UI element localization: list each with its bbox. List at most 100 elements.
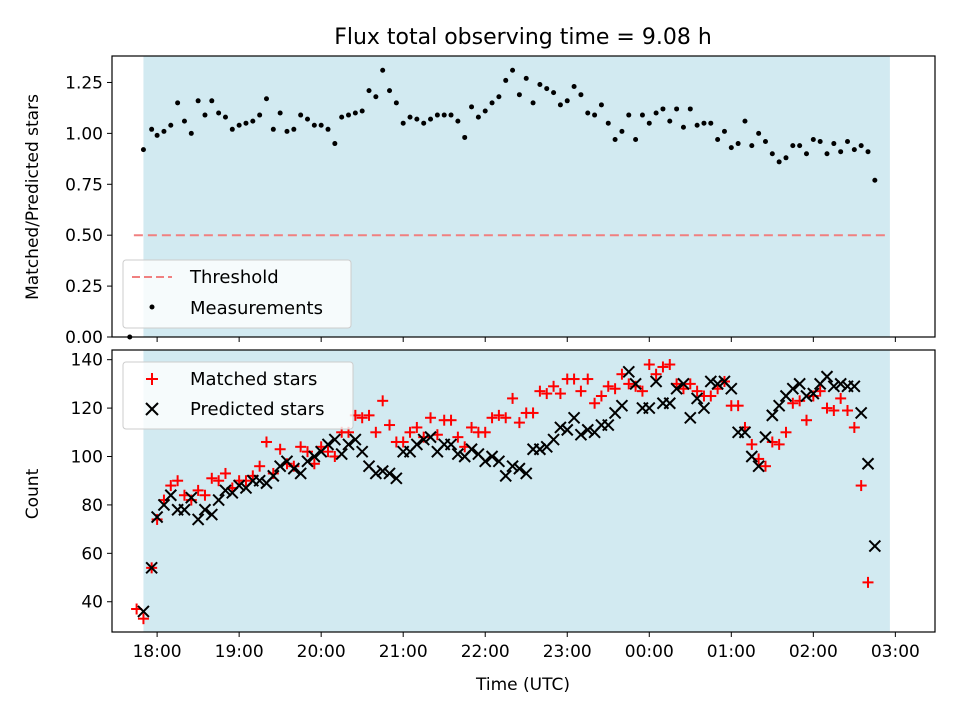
measurement-point bbox=[510, 67, 516, 73]
measurement-point bbox=[790, 143, 796, 149]
matched-star-point bbox=[787, 397, 799, 409]
measurement-point bbox=[236, 122, 242, 128]
predicted-star-point bbox=[759, 430, 772, 444]
matched-star-point bbox=[513, 417, 525, 429]
x-tick-label: 02:00 bbox=[789, 642, 838, 662]
predicted-star-point bbox=[157, 498, 171, 512]
matched-star-point bbox=[862, 576, 874, 588]
predicted-star-point bbox=[506, 459, 519, 473]
bottom-legend-box bbox=[122, 361, 354, 430]
measurement-point bbox=[263, 96, 269, 102]
measurement-point bbox=[469, 104, 475, 110]
measurement-point bbox=[441, 112, 447, 118]
predicted-star-point bbox=[301, 455, 314, 468]
top-y-tick-label: 0.50 bbox=[65, 226, 103, 246]
measurement-point bbox=[482, 108, 488, 114]
measurement-point bbox=[585, 110, 591, 116]
measurement-point bbox=[202, 112, 208, 118]
measurement-point bbox=[831, 141, 837, 147]
legend-threshold-label: Threshold bbox=[189, 267, 279, 288]
matched-star-point bbox=[794, 395, 806, 407]
measurement-point bbox=[516, 92, 522, 98]
matched-star-point bbox=[568, 373, 580, 385]
predicted-star-point bbox=[321, 438, 335, 451]
measurement-point bbox=[154, 132, 160, 138]
predicted-star-point bbox=[145, 561, 158, 575]
measurement-point bbox=[291, 126, 297, 132]
matched-star-point bbox=[466, 421, 478, 433]
matched-star-point bbox=[486, 412, 498, 424]
matched-star-point bbox=[657, 361, 669, 373]
measurement-point bbox=[769, 151, 775, 157]
matched-star-point bbox=[746, 438, 758, 450]
matched-star-point bbox=[691, 385, 703, 397]
predicted-star-point bbox=[253, 474, 266, 487]
x-tick-label: 03:00 bbox=[871, 642, 920, 662]
predicted-star-point bbox=[342, 438, 355, 451]
matched-star-point bbox=[842, 405, 854, 417]
measurement-point bbox=[715, 136, 721, 142]
predicted-star-point bbox=[772, 399, 786, 412]
matched-star-point bbox=[206, 472, 218, 484]
measurement-point bbox=[551, 90, 557, 96]
matched-star-point bbox=[636, 385, 648, 397]
predicted-star-point bbox=[670, 382, 683, 395]
legend-matched-label: Matched stars bbox=[190, 369, 317, 390]
measurement-point bbox=[195, 98, 201, 104]
predicted-star-point bbox=[417, 433, 430, 446]
matched-star-point bbox=[759, 460, 771, 472]
matched-star-point bbox=[425, 412, 437, 424]
measurement-point bbox=[592, 112, 598, 118]
measurement-point bbox=[325, 126, 331, 132]
predicted-star-point bbox=[137, 605, 150, 618]
measurement-point bbox=[735, 141, 741, 147]
predicted-stars-series bbox=[137, 365, 882, 618]
matched-star-point bbox=[643, 359, 655, 371]
measurement-point bbox=[243, 120, 249, 126]
predicted-star-point bbox=[547, 433, 560, 446]
matched-star-point bbox=[507, 392, 519, 404]
measurement-point bbox=[380, 67, 386, 73]
measurement-point bbox=[359, 108, 365, 114]
measurement-point bbox=[311, 122, 317, 128]
matched-star-point bbox=[356, 412, 368, 424]
measurement-point bbox=[181, 118, 187, 124]
measurement-point bbox=[851, 147, 857, 153]
matched-star-point bbox=[411, 421, 423, 433]
measurement-point bbox=[537, 82, 543, 88]
measurement-point bbox=[298, 112, 304, 118]
predicted-star-point bbox=[820, 370, 834, 383]
measurement-point bbox=[161, 128, 167, 134]
predicted-star-point bbox=[451, 447, 465, 461]
measurement-point bbox=[797, 143, 803, 149]
measurement-point bbox=[407, 114, 413, 120]
predicted-star-point bbox=[745, 450, 759, 463]
measurement-point bbox=[742, 118, 748, 124]
predicted-star-point bbox=[444, 438, 458, 451]
measurement-point bbox=[612, 136, 618, 142]
predicted-star-point bbox=[383, 467, 396, 480]
matched-star-point bbox=[240, 475, 252, 487]
predicted-star-point bbox=[793, 377, 806, 391]
measurement-point bbox=[838, 149, 844, 155]
predicted-star-point bbox=[786, 382, 800, 395]
predicted-star-point bbox=[663, 397, 676, 410]
predicted-star-point bbox=[499, 469, 512, 483]
measurement-point bbox=[544, 86, 550, 92]
predicted-star-point bbox=[287, 462, 301, 475]
top-y-tick-label: 1.25 bbox=[65, 73, 103, 93]
predicted-star-point bbox=[752, 459, 765, 473]
matched-star-point bbox=[705, 390, 717, 402]
measurement-point bbox=[564, 98, 570, 104]
predicted-star-point bbox=[602, 418, 615, 432]
chart-title: Flux total observing time = 9.08 h bbox=[334, 25, 712, 50]
measurement-point bbox=[168, 122, 174, 128]
bottom-axis-ticks: 40 60 80 100 120 140 18:00 19:00 20:00 21:00 22:00… bbox=[71, 351, 920, 662]
measurements-series bbox=[127, 67, 878, 340]
matched-star-point bbox=[493, 409, 505, 421]
predicted-star-point bbox=[355, 445, 369, 458]
measurement-point bbox=[721, 128, 727, 134]
legend-matched-swatch bbox=[146, 373, 158, 385]
measurement-point bbox=[250, 118, 256, 124]
predicted-star-point bbox=[704, 375, 718, 388]
